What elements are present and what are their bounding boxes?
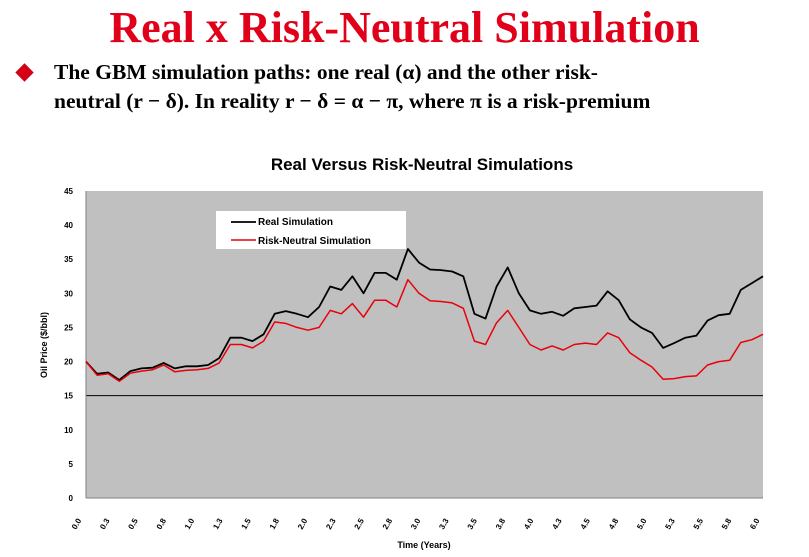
y-tick-label: 15	[64, 392, 73, 401]
x-tick-label: 2.0	[296, 516, 310, 531]
y-tick-label: 35	[64, 255, 73, 264]
x-tick-label: 2.5	[353, 516, 367, 531]
y-tick-labels: 0 5 10 15 20 25 30 35 40 45	[64, 187, 73, 503]
x-tick-label: 1.5	[240, 516, 254, 531]
x-tick-label: 6.0	[748, 516, 762, 531]
bullet-text-line-2: neutral (r − δ). In reality r − δ = α − …	[54, 89, 651, 113]
y-axis-label: Oil Price ($/bbl)	[39, 312, 49, 378]
series-line-real	[85, 248, 764, 381]
plot-area	[86, 191, 763, 498]
x-tick-label: 3.8	[494, 516, 508, 531]
x-tick-label: 2.8	[381, 516, 395, 531]
x-tick-label: 0.8	[155, 516, 169, 531]
legend-label-risk-neutral: Risk-Neutral Simulation	[258, 236, 371, 247]
x-tick-label: 5.3	[663, 516, 677, 531]
x-tick-label: 4.3	[550, 516, 564, 531]
y-tick-label: 45	[64, 187, 73, 196]
x-tick-label: 1.3	[211, 516, 225, 531]
x-tick-labels: 0.0 0.3 0.5 0.8 1.0 1.3 1.5 1.8 2.0 2.3 2.5 2.8 3.0 3…	[70, 516, 762, 531]
x-tick-label: 3.3	[437, 516, 451, 531]
x-tick-label: 4.5	[579, 516, 593, 531]
legend: Real Simulation Risk-Neutral Simulation	[216, 211, 406, 249]
x-tick-label: 2.3	[324, 516, 338, 531]
x-axis-label: Time (Years)	[397, 540, 450, 550]
series-line-risk-neutral	[85, 278, 764, 383]
bullet-text-line-1: The GBM simulation paths: one real (α) a…	[54, 60, 598, 84]
chart-title: Real Versus Risk-Neutral Simulations	[271, 155, 573, 174]
y-tick-label: 30	[64, 289, 73, 298]
y-tick-label: 25	[64, 323, 73, 332]
x-tick-label: 0.5	[126, 516, 140, 531]
x-tick-label: 4.0	[522, 516, 536, 531]
x-tick-label: 5.8	[720, 516, 734, 531]
y-tick-label: 20	[64, 358, 73, 367]
slide-title: Real x Risk-Neutral Simulation	[109, 3, 700, 52]
x-tick-label: 0.3	[98, 516, 112, 531]
legend-label-real: Real Simulation	[258, 217, 333, 228]
x-tick-label: 4.8	[607, 516, 621, 531]
x-tick-label: 3.0	[409, 516, 423, 531]
legend-box	[216, 211, 406, 249]
x-tick-label: 1.8	[268, 516, 282, 531]
y-tick-label: 40	[64, 221, 73, 230]
x-tick-label: 5.5	[692, 516, 706, 531]
x-tick-label: 3.5	[466, 516, 480, 531]
x-tick-label: 1.0	[183, 516, 197, 531]
bullet-text: The GBM simulation paths: one real (α) a…	[54, 58, 809, 116]
y-tick-label: 10	[64, 426, 73, 435]
x-tick-label: 5.0	[635, 516, 649, 531]
y-tick-label: 0	[69, 494, 74, 503]
y-tick-label: 5	[69, 460, 74, 469]
x-tick-label: 0.0	[70, 516, 84, 531]
